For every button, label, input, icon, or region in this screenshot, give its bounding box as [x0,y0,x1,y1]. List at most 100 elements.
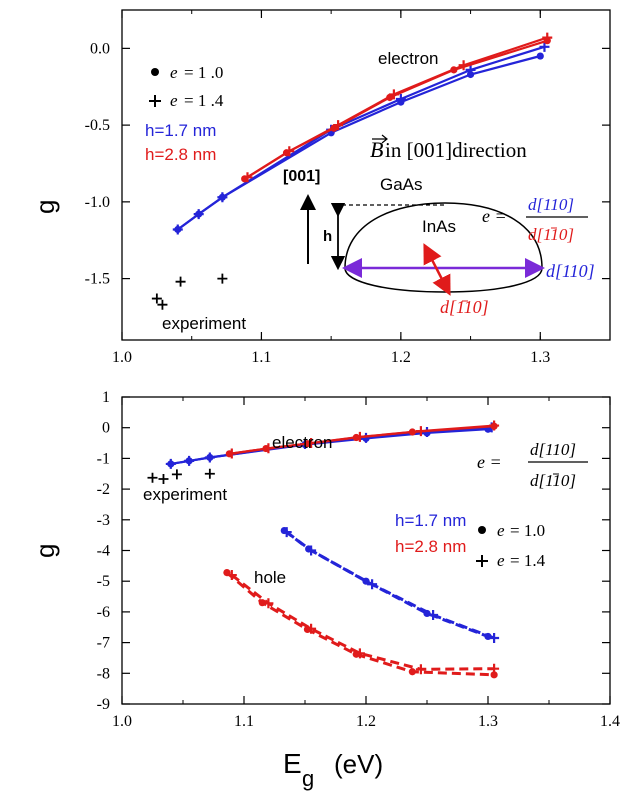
top-y-tick-label: -0.5 [85,117,110,134]
gaas-label: GaAs [380,175,423,194]
bottom-y-tick-label: -3 [97,512,110,529]
b-field-symbol: B [370,137,383,162]
top-x-tick-label: 1.2 [391,349,411,366]
bottom-data-point-plus [204,452,215,463]
bottom-experiment-point [158,473,169,484]
top-x-tick-label: 1.0 [112,349,132,366]
bottom-data-point-plus [184,455,195,466]
top-e-fraction: e = d[110] d[110] [482,195,588,244]
bottom-series-group [147,420,500,679]
bottom-data-point-plus [415,426,426,437]
legend-dot-marker [151,68,159,76]
top-experiment-point [217,273,228,284]
bottom-data-point-plus [489,632,500,643]
top-data-point-plus [284,146,295,157]
b-field-direction-text: in [001]direction [385,138,527,162]
legend-plus-marker [476,555,488,567]
bottom-y-tick-label: -4 [97,543,110,560]
bottom-experiment-point [147,472,158,483]
bottom-y-tick-label: 0 [102,420,110,437]
top-plot-frame [121,9,611,341]
top-axis-ticks: 1.0 1.1 1.2 1.3 0.0 -0.5 -1.0 -1.5 [85,10,611,366]
bottom-experiment-point [204,468,215,479]
bottom-x-tick-label: 1.3 [478,713,498,730]
top-electron-label: electron [378,49,438,68]
bottom-data-point-plus [489,663,500,674]
top-x-tick-label: 1.1 [251,349,271,366]
top-data-point-plus [388,89,399,100]
bottom-y-tick-label: -1 [97,450,110,467]
bottom-data-point-plus [263,443,274,454]
bottom-panel: 1.0 1.1 1.2 1.3 1.4 1 0 -1 -2 -3 -4 -5 -6 -7 -8 -9 g E … [30,389,620,791]
fraction-denominator: d[110] [530,471,576,490]
bottom-y-tick-label: -5 [97,573,110,590]
bottom-data-point-plus [306,623,317,634]
top-experiment-point [151,293,162,304]
inas-label: InAs [422,217,456,236]
top-experiment-label: experiment [162,314,246,333]
bottom-y-tick-label: -6 [97,604,110,621]
legend-e2-value: = 1.4 [510,551,546,570]
top-data-point-plus [465,64,476,75]
top-experiment-point [175,276,186,287]
bottom-data-point-plus [489,420,500,431]
bottom-data-point-plus [226,570,237,581]
top-legend: e = 1 .0 e = 1 .4 h=1.7 nm h=2.8 nm [145,63,224,164]
top-series-group [151,32,553,310]
bottom-y-tick-label: -8 [97,665,110,682]
top-y-tick-label: 0.0 [90,40,110,57]
vector-arrow-icon [372,134,388,144]
top-y-axis-label: g [30,200,60,214]
top-x-tick-label: 1.3 [530,349,550,366]
top-data-point-plus [172,224,183,235]
d1m10-arrow [423,243,451,296]
bottom-data-point-dot [490,671,498,679]
bottom-data-point-plus [354,648,365,659]
bottom-data-point-plus [281,527,292,538]
top-panel: 1.0 1.1 1.2 1.3 0.0 -0.5 -1.0 -1.5 g e = 1 .0 e… [30,9,611,366]
fraction-numerator: d[110] [530,440,576,459]
quantum-dot-schematic: [001] GaAs h InAs d[110] d[110] [283,168,595,317]
top-data-point-plus [542,32,553,43]
bottom-electron-label: electron [272,433,332,452]
bottom-x-tick-label: 1.1 [234,713,254,730]
legend-dot-marker [478,526,486,534]
bottom-series-line [225,571,495,677]
bottom-x-tick-label: 1.4 [600,713,620,730]
bottom-data-point-plus [415,664,426,675]
top-data-point-plus [458,60,469,71]
direction-001-label: [001] [283,168,320,185]
bottom-series-line [231,424,495,455]
top-data-point-plus [539,41,550,52]
legend-e-symbol: e [497,551,505,570]
bottom-data-point-plus [428,609,439,620]
bottom-experiment-point [171,469,182,480]
fraction-denominator: d[110] [528,225,574,244]
fraction-numerator: d[110] [528,195,574,214]
bottom-legend-h17: h=1.7 nm [395,511,466,530]
bottom-y-tick-label: 1 [102,389,110,406]
bottom-data-point-dot [258,599,266,607]
legend-e1-value: = 1 .0 [184,63,223,82]
legend-e-symbol: e [497,521,505,540]
bottom-y-axis-label: g [30,544,60,558]
bottom-y-tick-label: -2 [97,481,110,498]
legend-e2-value: = 1 .4 [184,91,224,110]
bottom-data-point-plus [306,438,317,449]
bottom-hole-label: hole [254,568,286,587]
bottom-e-fraction: e = d[110] d[110] [477,440,588,490]
legend-e-symbol: e [170,63,178,82]
bottom-data-point-dot [408,668,416,676]
bottom-data-point-plus [306,545,317,556]
bottom-x-tick-label: 1.0 [112,713,132,730]
top-series-line [246,36,548,179]
legend-plus-marker [149,95,161,107]
top-experiment-point [157,299,168,310]
top-data-point-dot [536,52,544,60]
x-label-unit: (eV) [334,749,383,779]
bottom-data-point-plus [354,431,365,442]
bottom-x-tick-label: 1.2 [356,713,376,730]
d1m10-label: d[110] [440,297,489,317]
bottom-axis-ticks: 1.0 1.1 1.2 1.3 1.4 1 0 -1 -2 -3 -4 -5 -6 -7 -8 -9 [97,389,620,730]
